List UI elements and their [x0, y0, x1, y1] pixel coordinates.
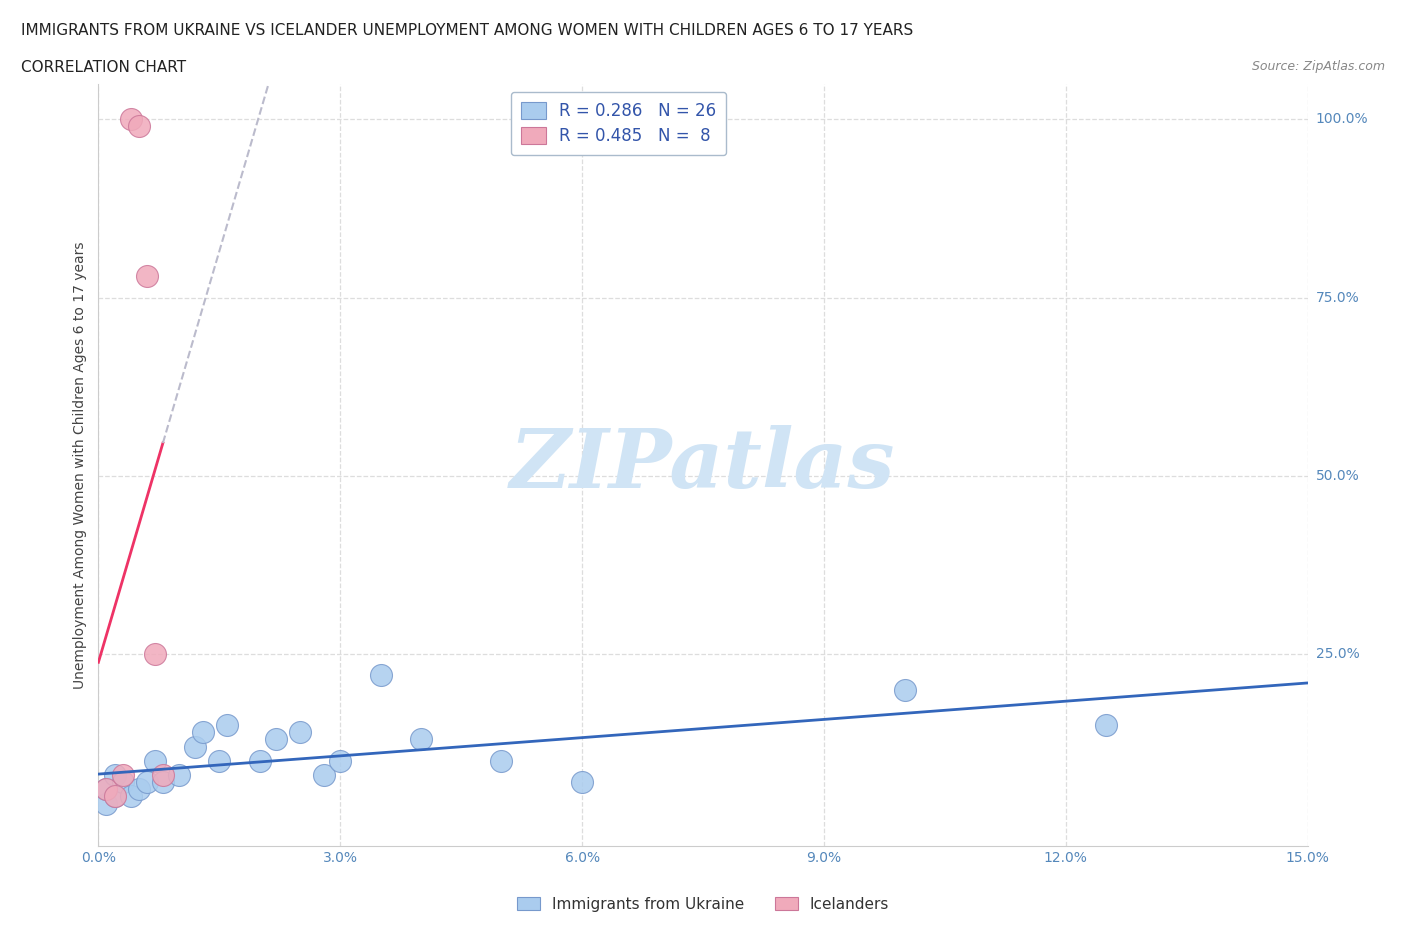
Legend: Immigrants from Ukraine, Icelanders: Immigrants from Ukraine, Icelanders [510, 890, 896, 918]
Point [143, 646, 166, 661]
Point [120, 112, 142, 126]
Point [111, 775, 134, 790]
Point [152, 767, 174, 782]
Point [103, 767, 125, 782]
Point [370, 668, 392, 683]
Point [314, 767, 336, 782]
Point [128, 119, 150, 134]
Text: 50.0%: 50.0% [1316, 469, 1360, 483]
Point [120, 789, 142, 804]
Point [893, 682, 915, 697]
Point [96, 782, 118, 797]
Point [167, 767, 190, 782]
Point [103, 789, 125, 804]
Point [184, 739, 207, 754]
Text: ZIPatlas: ZIPatlas [510, 425, 896, 505]
Text: 75.0%: 75.0% [1316, 290, 1360, 304]
Point [128, 782, 150, 797]
Point [135, 775, 157, 790]
Point [135, 269, 157, 284]
Point [571, 775, 593, 790]
Point [329, 753, 352, 768]
Point [208, 753, 231, 768]
Point [409, 732, 432, 747]
Text: IMMIGRANTS FROM UKRAINE VS ICELANDER UNEMPLOYMENT AMONG WOMEN WITH CHILDREN AGES: IMMIGRANTS FROM UKRAINE VS ICELANDER UNE… [21, 23, 914, 38]
Point [264, 732, 287, 747]
Point [288, 724, 311, 739]
Point [152, 775, 174, 790]
Point [249, 753, 271, 768]
Point [103, 789, 125, 804]
Point [193, 724, 215, 739]
Point [217, 718, 239, 733]
Text: CORRELATION CHART: CORRELATION CHART [21, 60, 186, 75]
Text: 25.0%: 25.0% [1316, 647, 1360, 661]
Y-axis label: Unemployment Among Women with Children Ages 6 to 17 years: Unemployment Among Women with Children A… [73, 241, 87, 689]
Point [1095, 718, 1118, 733]
Point [143, 753, 166, 768]
Text: 100.0%: 100.0% [1316, 113, 1368, 126]
Point [96, 796, 118, 811]
Point [491, 753, 513, 768]
Point [111, 767, 134, 782]
Text: Source: ZipAtlas.com: Source: ZipAtlas.com [1251, 60, 1385, 73]
Point [96, 782, 118, 797]
Legend: R = 0.286   N = 26, R = 0.485   N =  8: R = 0.286 N = 26, R = 0.485 N = 8 [510, 92, 725, 155]
